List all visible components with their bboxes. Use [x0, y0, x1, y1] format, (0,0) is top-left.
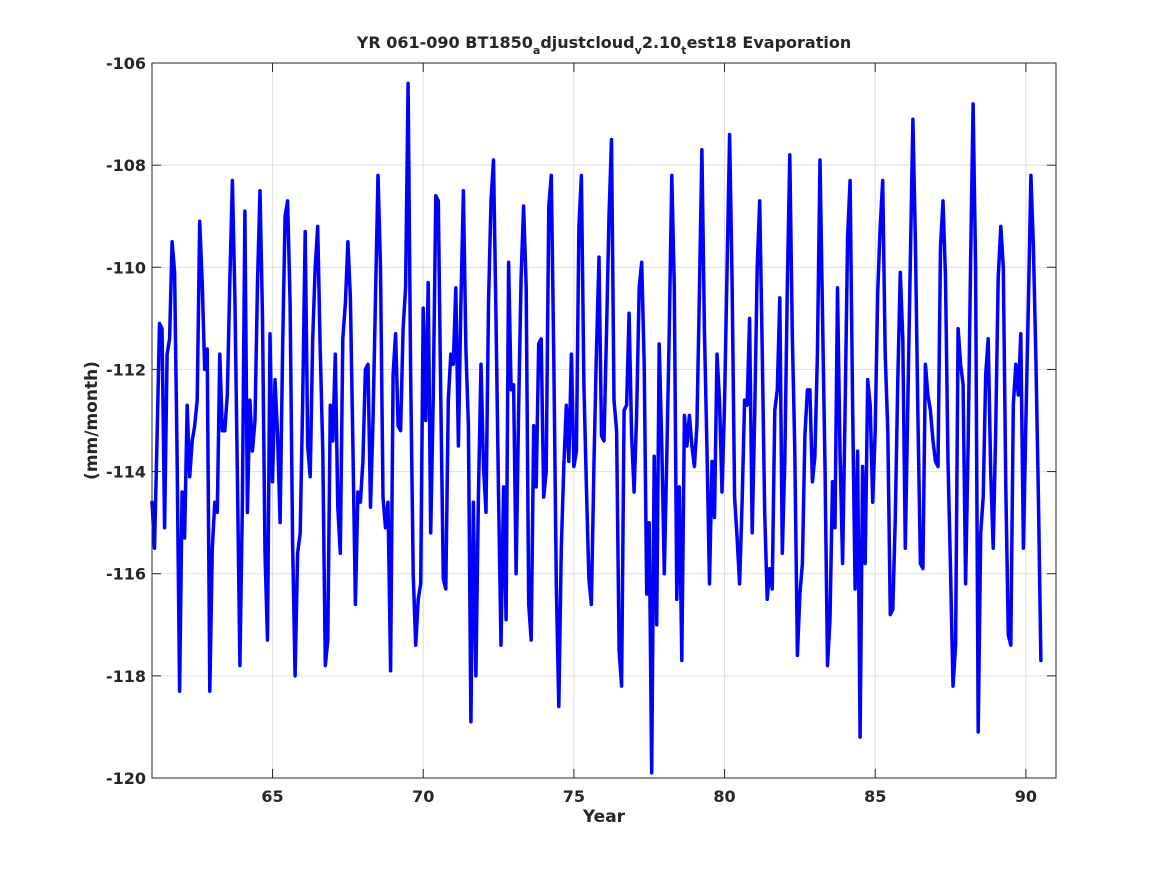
y-tick-label: -116 [106, 565, 146, 584]
chart-title: YR 061-090 BT1850adjustcloudv2.10test18 … [356, 33, 851, 57]
axes-frame [151, 62, 1057, 779]
x-tick-label: 70 [412, 787, 434, 806]
y-axis-title: (mm/month) [82, 361, 102, 480]
x-tick-label: 90 [1015, 787, 1037, 806]
y-tick-label: -120 [106, 769, 146, 788]
y-tick-label: -112 [106, 360, 146, 379]
y-tick-label: -118 [106, 667, 146, 686]
x-tick-label: 65 [261, 787, 283, 806]
y-tick-label: -114 [106, 463, 146, 482]
x-tick-labels: 65 70 75 80 85 90 [261, 787, 1037, 806]
y-tick-label: -110 [106, 258, 146, 277]
x-tick-label: 80 [713, 787, 735, 806]
x-axis-title: Year [582, 807, 626, 827]
x-tick-label: 85 [864, 787, 886, 806]
y-tick-label: -106 [106, 54, 146, 73]
series-line-evaporation [150, 81, 1043, 775]
tick-marks [152, 62, 1056, 779]
y-tick-labels: -120 -118 -116 -114 -112 -110 -108 -106 [106, 54, 146, 788]
y-tick-label: -108 [106, 156, 146, 175]
x-tick-label: 75 [563, 787, 585, 806]
